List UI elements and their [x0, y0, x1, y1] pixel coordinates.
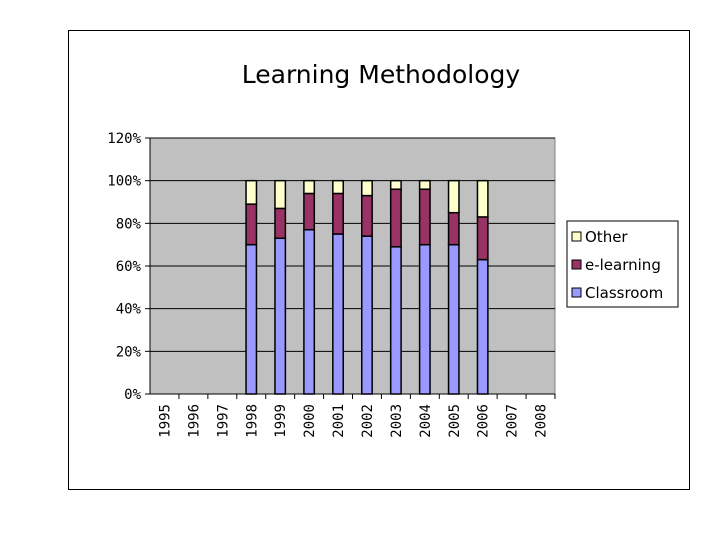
x-tick-labels: 1995 1996 1997 1998 1999 2000 2001 2002 2003 2004…	[157, 404, 549, 438]
x-tick-label: 2002	[360, 404, 376, 438]
legend-swatch-other	[571, 231, 582, 242]
bar-other-1998	[245, 179, 258, 205]
legend-label: e-learning	[585, 256, 661, 274]
bar-e-learning-1999	[274, 207, 287, 240]
y-tick-label: 120%	[107, 131, 141, 147]
bar-other-2002	[361, 179, 373, 197]
bar-e-learning-2006	[476, 216, 489, 261]
y-tick-label: 60%	[116, 259, 142, 275]
axes	[145, 137, 556, 399]
x-tick-label: 2001	[331, 404, 347, 438]
y-tick-label: 20%	[116, 344, 142, 360]
x-tick-label: 2008	[534, 404, 550, 438]
bar-classroom-2000	[303, 228, 316, 395]
bar-classroom-1998	[245, 243, 258, 395]
y-tick-label: 100%	[107, 174, 141, 190]
y-tick-label: 0%	[124, 387, 141, 403]
x-tick-label: 1996	[186, 404, 202, 438]
y-tick-labels: 0% 20% 40% 60% 80% 100% 120%	[107, 131, 141, 403]
x-tick-label: 2007	[505, 404, 521, 438]
bar-classroom-2006	[476, 258, 489, 395]
bars	[245, 179, 489, 395]
legend-label: Classroom	[585, 284, 663, 302]
bar-e-learning-2004	[418, 188, 431, 246]
legend-label: Other	[585, 228, 628, 246]
x-tick-label: 2000	[302, 404, 318, 438]
bar-other-2004	[418, 179, 431, 190]
bar-other-1999	[274, 179, 287, 210]
x-tick-label: 1998	[244, 404, 260, 438]
bar-e-learning-2003	[389, 188, 402, 248]
bar-classroom-1999	[274, 237, 287, 395]
chart-frame: Learning Methodology 0% 20% 40% 60% 80% 100% 1…	[68, 30, 690, 490]
legend-swatch-classroom	[571, 287, 582, 298]
bar-e-learning-2002	[361, 194, 373, 237]
bar-other-2003	[389, 179, 402, 190]
x-tick-label: 2005	[447, 404, 463, 438]
y-tick-label: 40%	[116, 302, 142, 318]
x-tick-label: 1999	[273, 404, 289, 438]
y-tick-label: 80%	[116, 216, 142, 232]
x-tick-label: 2006	[476, 404, 492, 438]
bar-other-2006	[476, 179, 489, 218]
x-tick-label: 2004	[418, 404, 434, 438]
bar-e-learning-2005	[447, 211, 460, 246]
x-tick-label: 2003	[389, 404, 405, 438]
legend-swatch-e-learning	[571, 259, 582, 270]
bar-e-learning-1998	[245, 203, 258, 246]
bar-other-2000	[303, 179, 316, 195]
legend-box	[566, 220, 679, 308]
bar-other-2001	[332, 179, 344, 195]
x-tick-label: 1997	[215, 404, 231, 438]
chart-title: Learning Methodology	[242, 60, 521, 89]
legend: Other e-learning Classroom	[566, 220, 679, 308]
bar-classroom-2005	[447, 243, 460, 395]
bar-classroom-2002	[361, 235, 373, 395]
chart-svg: Learning Methodology 0% 20% 40% 60% 80% 100% 1…	[107, 60, 679, 438]
bar-e-learning-2001	[332, 192, 344, 235]
bar-classroom-2001	[332, 233, 344, 395]
bar-classroom-2004	[418, 243, 431, 395]
bar-e-learning-2000	[303, 192, 316, 231]
x-tick-label: 1995	[157, 404, 173, 438]
bar-classroom-2003	[389, 246, 402, 395]
bar-other-2005	[447, 179, 460, 214]
